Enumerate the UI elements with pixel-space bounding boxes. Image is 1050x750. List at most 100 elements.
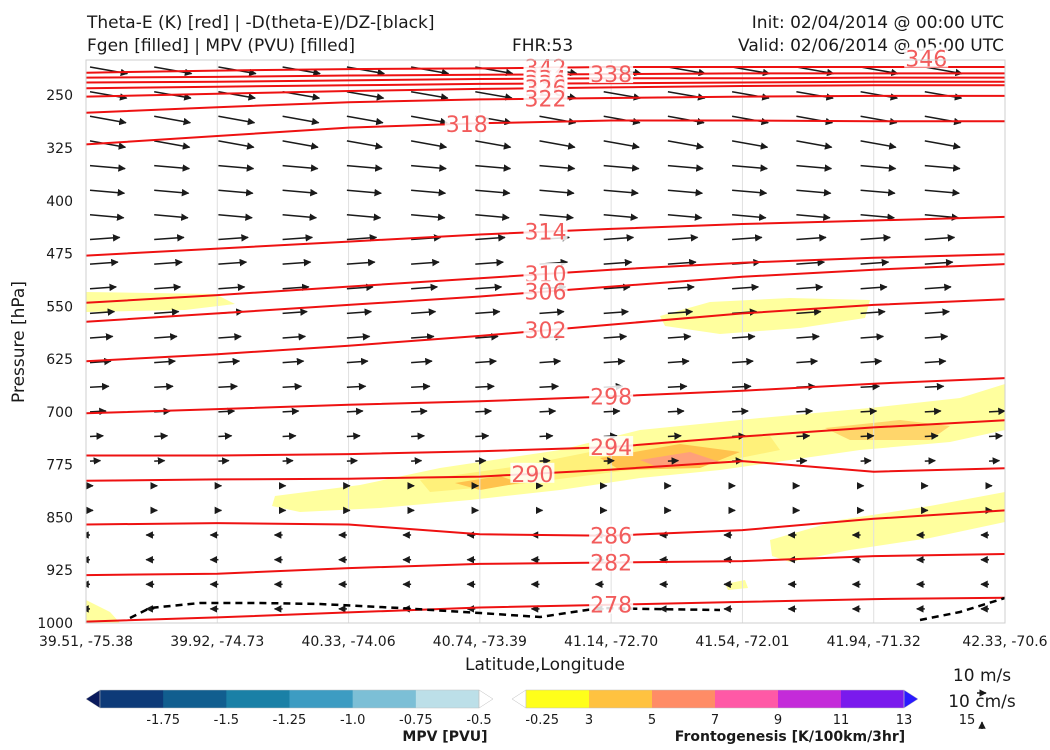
wind-arrow [539, 357, 562, 366]
contour-label-bg [589, 551, 634, 572]
wind-arrow [89, 457, 102, 465]
wind-arrow [796, 457, 808, 465]
wind-arrow [154, 164, 191, 172]
wind-arrow [603, 333, 628, 341]
wind-arrow [282, 234, 314, 242]
wind-arrow [603, 283, 631, 292]
wind-arrow [154, 188, 190, 197]
wind-arrow [539, 140, 576, 150]
colorbar-tick: -0.5 [466, 713, 491, 728]
colorbar-tick: -1.0 [340, 713, 365, 728]
wind-arrow [282, 432, 297, 440]
wind-arrow [603, 188, 639, 197]
wind-arrow [796, 333, 820, 341]
wind-arrow [603, 140, 640, 150]
wind-arrow [411, 283, 439, 292]
colorbar-end [903, 689, 919, 709]
fgen-colorbar: 3 5 7 9 11 13 15 [511, 689, 975, 728]
wind-arrow [732, 333, 756, 341]
wind-arrow [924, 357, 947, 366]
contour-label-bg [904, 47, 949, 68]
wind-arrow [346, 140, 383, 150]
wind-arrow [218, 164, 255, 172]
wind-arrow [860, 308, 886, 316]
wind-arrow [667, 140, 705, 150]
wind-arrow [411, 432, 426, 440]
wind-arrow [667, 432, 682, 440]
wind-arrow [860, 333, 885, 341]
wind-arrow [539, 407, 557, 416]
colorbar-segment [163, 690, 227, 708]
wind-arrow [603, 407, 621, 416]
contour-labels: 3423383343303263223183143103063022982942… [444, 47, 949, 619]
wind-arrow [282, 357, 305, 366]
wind-arrow [860, 407, 878, 416]
wind-arrow [924, 164, 961, 172]
wind-arrow [796, 140, 833, 150]
contour-label-bg [523, 87, 568, 108]
wind-arrow [154, 234, 185, 242]
wind-arrow [732, 213, 767, 221]
wind-arrow [89, 188, 126, 197]
wind-arrow [411, 407, 428, 416]
colorbar-tick: 5 [648, 713, 656, 728]
wind-arrow [218, 357, 241, 366]
wind-arrow [796, 188, 832, 197]
wind-arrow [346, 432, 361, 440]
x-tick-label: 39.51, -75.38 [39, 634, 133, 650]
wind-arrow [218, 213, 253, 221]
wind-arrow [667, 66, 707, 77]
wind-arrow [539, 432, 554, 440]
wind-arrow [154, 382, 174, 391]
plot-frame [85, 59, 1006, 624]
colorbar-tick: 11 [833, 713, 850, 728]
contour-label-bg [589, 524, 634, 545]
colorbar-tick: -0.75 [399, 713, 433, 728]
wind-arrow [475, 90, 513, 101]
contour-label: 286 [590, 525, 632, 550]
wind-arrow [218, 382, 238, 391]
wind-arrow [539, 164, 576, 172]
wind-arrow [218, 432, 233, 440]
wind-arrow [603, 213, 639, 221]
wind-arrow [218, 457, 230, 465]
wind-arrow [411, 333, 435, 341]
wind-arrow [732, 234, 763, 242]
wind-arrow [411, 213, 446, 221]
contour-label-bg [589, 63, 634, 84]
y-axis-label: Pressure [hPa] [9, 281, 29, 403]
wind-arrow [667, 188, 704, 197]
wind-arrow [603, 457, 615, 465]
wind-arrow [667, 382, 688, 391]
wind-arrow [924, 283, 952, 292]
wind-arrow [89, 357, 112, 366]
y-tick-label: 250 [46, 88, 73, 104]
wind-arrow [411, 164, 447, 172]
wind-arrow [732, 164, 768, 172]
contour-label: 322 [525, 88, 567, 113]
wind-arrow [924, 258, 954, 267]
wind-arrow [346, 357, 369, 366]
colorbar-end [478, 689, 494, 709]
wind-arrow [346, 308, 373, 316]
wind-arrow [731, 140, 769, 150]
wind-arrow [346, 115, 384, 126]
contour-label-bg [589, 593, 634, 614]
wind-arrow [89, 258, 119, 267]
y-tick-label: 400 [46, 194, 73, 210]
wind-scale-ms: 10 m/s [953, 666, 1011, 686]
x-tick-label: 41.94, -71.32 [827, 634, 921, 650]
contour-label: 338 [590, 63, 632, 88]
wind-arrow [796, 407, 814, 416]
contour-label-bg [589, 385, 634, 406]
wind-arrow [346, 407, 364, 416]
wind-arrow [667, 258, 697, 267]
colorbar-tick: 7 [711, 713, 719, 728]
wind-arrow [860, 188, 896, 197]
colorbar-segment [778, 690, 842, 708]
y-tick-label: 325 [46, 141, 73, 157]
wind-arrow [475, 164, 512, 172]
wind-arrow [218, 283, 246, 292]
mpv-colorbar-label: MPV [PVU] [402, 729, 487, 745]
wind-arrow [89, 382, 110, 391]
